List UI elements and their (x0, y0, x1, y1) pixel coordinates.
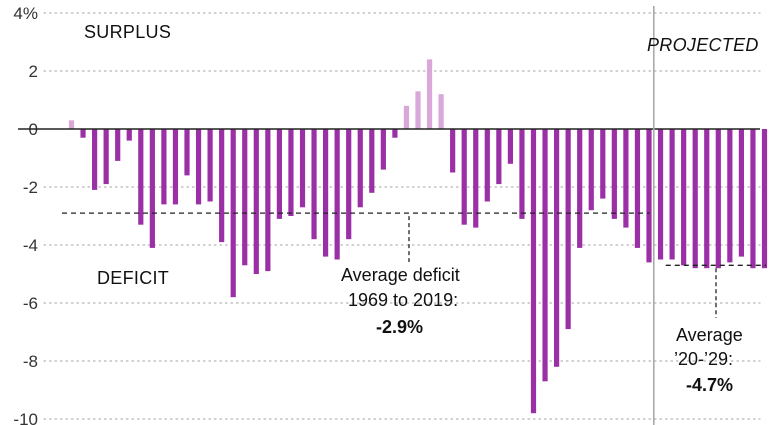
bar (496, 129, 502, 185)
bar (450, 129, 456, 173)
bar (311, 129, 317, 240)
bar (346, 129, 352, 240)
bar (657, 129, 664, 260)
y-tick-label: -6 (23, 294, 38, 313)
bar (426, 59, 433, 129)
bar (288, 129, 294, 216)
y-tick-label: -2 (23, 178, 38, 197)
bar (126, 129, 132, 141)
bar (484, 129, 490, 202)
bar (172, 129, 179, 205)
gridlines (43, 12, 761, 420)
bar (600, 129, 606, 199)
average-deficit-value: -2.9% (376, 317, 423, 337)
y-axis-ticks: 4%20-2-4-6-8-10 (13, 4, 38, 425)
bar (750, 129, 756, 269)
average-projected-label-line-2: ’20-’29: (674, 349, 733, 369)
average-projected-label-line-1: Average (676, 325, 743, 345)
bar (207, 129, 213, 202)
average-lines (62, 212, 766, 318)
bar (438, 94, 444, 129)
bar (253, 129, 259, 274)
bar (554, 129, 560, 367)
bar (669, 129, 675, 260)
average-deficit-label-line-1: Average deficit (341, 265, 460, 285)
bar (392, 129, 398, 138)
bar (380, 129, 386, 170)
bar (473, 129, 479, 228)
bar (276, 129, 282, 219)
bar (577, 129, 583, 248)
bar (103, 129, 109, 185)
deficit-label: DEFICIT (97, 268, 169, 288)
bar (323, 129, 329, 257)
bar (704, 129, 710, 269)
bar (195, 129, 202, 205)
bar (265, 129, 271, 272)
bar (530, 129, 537, 414)
bar (299, 129, 306, 208)
bar (519, 129, 525, 219)
bar (138, 129, 144, 225)
y-tick-label: -4 (23, 236, 38, 255)
bar (761, 129, 768, 269)
projected-label: PROJECTED (647, 35, 759, 55)
y-tick-label: 2 (29, 62, 38, 81)
bar (219, 129, 225, 243)
bar (80, 129, 86, 138)
bar (692, 129, 698, 269)
bars (68, 59, 768, 414)
average-projected-value: -4.7% (686, 375, 733, 395)
bar (715, 129, 721, 269)
bar (634, 129, 641, 248)
bar (507, 129, 513, 164)
bar (369, 129, 375, 193)
bar (646, 129, 652, 263)
bar (184, 129, 190, 176)
bar (115, 129, 121, 161)
bar (611, 129, 617, 219)
bar (357, 129, 363, 208)
bar (161, 129, 167, 205)
bar (334, 129, 340, 260)
bar (68, 120, 75, 129)
bar (588, 129, 594, 211)
average-deficit-label-line-2: 1969 to 2019: (348, 290, 458, 310)
bar (623, 129, 629, 228)
bar (403, 105, 410, 129)
bar (542, 129, 548, 382)
bar (461, 129, 467, 225)
y-tick-label: -10 (13, 410, 38, 425)
bar (415, 91, 421, 129)
bar (738, 129, 744, 257)
y-tick-label: 4% (13, 4, 38, 23)
bar (565, 129, 571, 330)
bar (242, 129, 248, 266)
bar (92, 129, 98, 190)
bar (727, 129, 733, 263)
bar (149, 129, 155, 248)
surplus-label: SURPLUS (84, 22, 171, 42)
bar (681, 129, 687, 266)
y-tick-label: -8 (23, 352, 38, 371)
